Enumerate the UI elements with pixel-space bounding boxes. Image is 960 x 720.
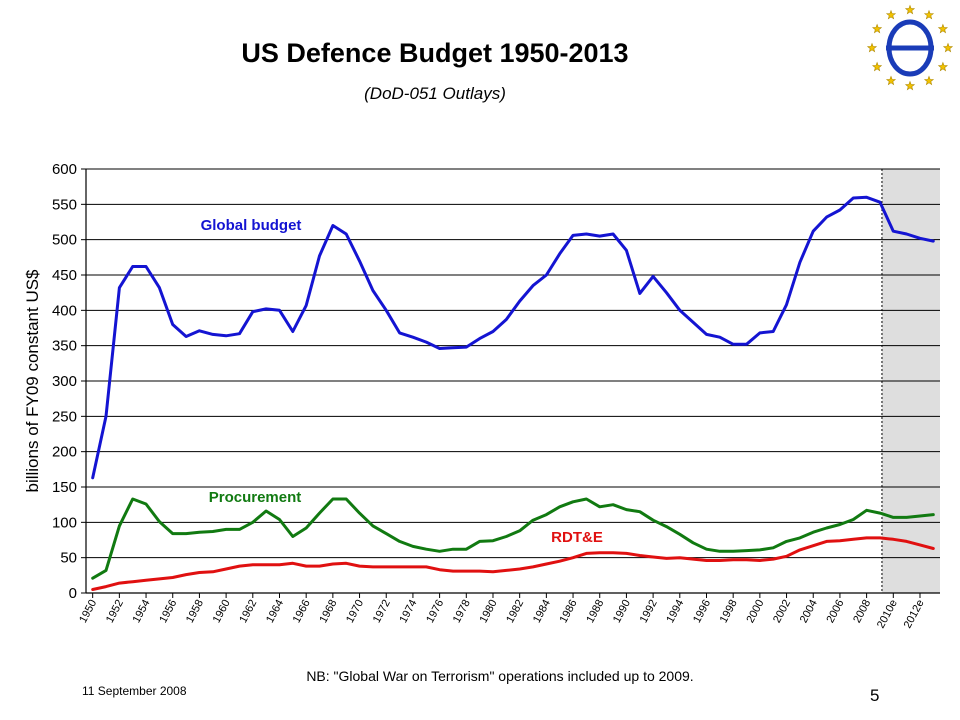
series-line-global-budget bbox=[91, 195, 935, 480]
y-tick-label: 300 bbox=[52, 373, 77, 390]
x-tick-label: 1982 bbox=[504, 598, 526, 625]
x-tick-label: 1960 bbox=[211, 598, 233, 625]
series-label: Procurement bbox=[209, 489, 302, 506]
star-icon bbox=[904, 80, 916, 91]
y-tick-label: 50 bbox=[60, 550, 77, 567]
x-tick-label: 2008 bbox=[851, 598, 873, 625]
x-tick-label: 1966 bbox=[291, 598, 313, 625]
x-tick-label: 1952 bbox=[104, 598, 126, 625]
y-axis-label: billions of FY09 constant US$ bbox=[23, 269, 42, 493]
x-tick-label: 2002 bbox=[771, 598, 793, 625]
footnote: NB: "Global War on Terrorism" operations… bbox=[306, 668, 694, 684]
series-line-rdt-e bbox=[91, 536, 935, 591]
star-icon bbox=[942, 42, 954, 53]
x-tick-label: 1974 bbox=[397, 598, 419, 625]
x-tick-label: 1984 bbox=[531, 598, 553, 625]
series-label: RDT&E bbox=[551, 529, 603, 546]
y-tick-label: 500 bbox=[52, 232, 77, 249]
x-tick-label: 2006 bbox=[824, 598, 846, 625]
y-tick-label: 150 bbox=[52, 479, 77, 496]
chart-title: US Defence Budget 1950-2013 bbox=[241, 38, 629, 68]
x-tick-label: 1978 bbox=[451, 598, 473, 625]
x-tick-label: 1962 bbox=[237, 598, 259, 625]
x-tick-label: 1950 bbox=[77, 598, 99, 625]
x-tick-label: 1964 bbox=[264, 598, 286, 625]
eu-stars-logo-icon bbox=[866, 4, 954, 91]
star-icon bbox=[923, 75, 935, 86]
x-tick-label: 1992 bbox=[638, 598, 660, 625]
x-tick-label: 1970 bbox=[344, 598, 366, 625]
x-tick-label: 2004 bbox=[798, 598, 820, 625]
y-tick-label: 0 bbox=[69, 585, 77, 602]
star-icon bbox=[885, 75, 897, 86]
x-tick-label: 1998 bbox=[718, 598, 740, 625]
x-tick-label: 1996 bbox=[691, 598, 713, 625]
series-line-procurement bbox=[91, 497, 935, 580]
footer-date: 11 September 2008 bbox=[82, 684, 187, 698]
y-tick-label: 200 bbox=[52, 444, 77, 461]
x-tick-label: 1986 bbox=[558, 598, 580, 625]
x-tick-label: 1958 bbox=[184, 598, 206, 625]
page-number: 5 bbox=[870, 686, 880, 705]
star-icon bbox=[871, 23, 883, 34]
y-tick-label: 600 bbox=[52, 161, 77, 178]
x-tick-label: 2012e bbox=[902, 598, 927, 631]
y-tick-label: 550 bbox=[52, 196, 77, 213]
y-tick-label: 250 bbox=[52, 408, 77, 425]
x-tick-label: 1968 bbox=[317, 598, 339, 625]
chart-subtitle: (DoD-051 Outlays) bbox=[364, 84, 506, 103]
series-label: Global budget bbox=[201, 217, 302, 234]
star-icon bbox=[871, 61, 883, 72]
x-tick-label: 1976 bbox=[424, 598, 446, 625]
x-tick-label: 1954 bbox=[131, 598, 153, 625]
y-tick-label: 350 bbox=[52, 338, 77, 355]
x-tick-label: 2010e bbox=[875, 598, 900, 631]
x-tick-label: 1980 bbox=[478, 598, 500, 625]
x-tick-label: 1994 bbox=[664, 598, 686, 625]
y-tick-label: 100 bbox=[52, 514, 77, 531]
star-icon bbox=[937, 23, 949, 34]
y-tick-label: 400 bbox=[52, 302, 77, 319]
x-tick-label: 1988 bbox=[584, 598, 606, 625]
star-icon bbox=[904, 4, 916, 15]
star-icon bbox=[885, 9, 897, 20]
x-tick-label: 2000 bbox=[744, 598, 766, 625]
x-tick-label: 1990 bbox=[611, 598, 633, 625]
star-icon bbox=[866, 42, 878, 53]
x-tick-label: 1956 bbox=[157, 598, 179, 625]
y-tick-label: 450 bbox=[52, 267, 77, 284]
star-icon bbox=[923, 9, 935, 20]
x-tick-label: 1972 bbox=[371, 598, 393, 625]
star-icon bbox=[937, 61, 949, 72]
defence-budget-chart: 0 50 100 150 200 250 300 350 400 450 500 550 600 1950… bbox=[23, 161, 940, 631]
